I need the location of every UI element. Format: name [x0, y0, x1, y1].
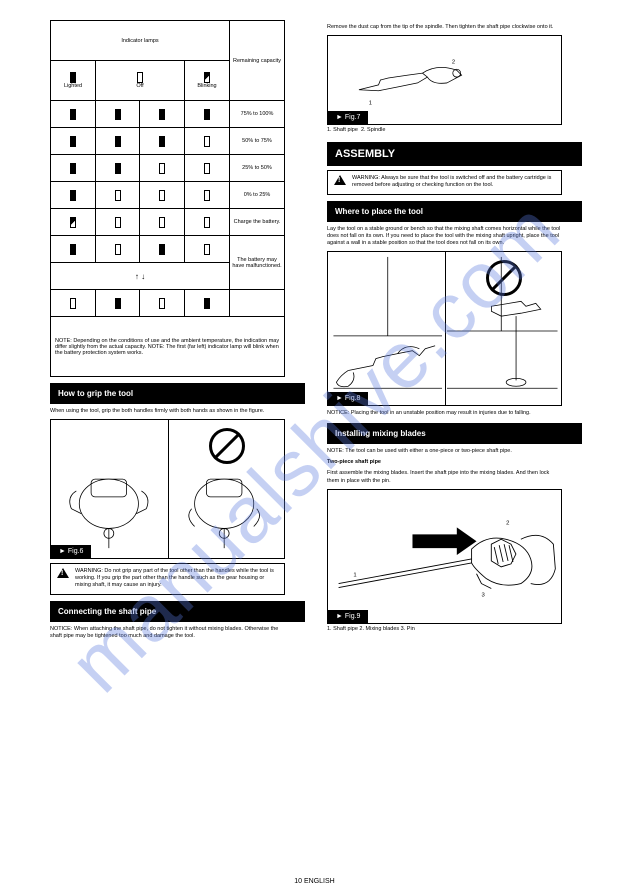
blades-note: NOTE: The tool can be used with either a… — [327, 448, 562, 455]
svg-text:1: 1 — [353, 572, 356, 578]
header-indicator: Indicator lamps — [51, 21, 230, 61]
blades-heading: Installing mixing blades — [327, 423, 582, 444]
table-row: The battery may have malfunctioned. — [51, 236, 285, 263]
fig6-label: ► Fig.6 — [51, 545, 91, 558]
table-row: Charge the battery. — [51, 209, 285, 236]
grip-body: When using the tool, grip the both handl… — [50, 408, 285, 415]
fig9-caption: 1. Shaft pipe 2. Mixing blades 3. Pin — [327, 626, 562, 633]
table-row: 75% to 100% — [51, 101, 285, 128]
legend-off: Off — [96, 61, 185, 101]
where-body: Lay the tool on a stable ground or bench… — [327, 226, 562, 247]
pipe-notice: NOTICE: When attaching the shaft pipe, d… — [50, 626, 285, 640]
right-column: Remove the dust cap from the tip of the … — [327, 20, 582, 637]
svg-text:1: 1 — [369, 101, 372, 107]
legend-lighted: Lighted — [51, 61, 96, 101]
fig6-box: ► Fig.6 — [50, 419, 285, 559]
assembly-warning-text: WARNING: Always be sure that the tool is… — [352, 175, 555, 189]
indicator-table: Indicator lamps Remaining capacity Light… — [50, 20, 285, 377]
fig7-box: 1 2 ► Fig.7 — [327, 35, 562, 125]
where-heading: Where to place the tool — [327, 201, 582, 222]
grip-heading: How to grip the tool — [50, 383, 305, 404]
svg-text:2: 2 — [506, 520, 509, 526]
assembly-notice: NOTICE: Placing the tool in an unstable … — [327, 410, 562, 417]
grip-warning-text: WARNING: Do not grip any part of the too… — [75, 568, 278, 589]
fig7-label: ► Fig.7 — [328, 111, 368, 124]
pipe-body: Remove the dust cap from the tip of the … — [327, 24, 562, 31]
table-row: 50% to 75% — [51, 128, 285, 155]
fig9-label: ► Fig.9 — [328, 610, 368, 623]
table-row — [51, 290, 285, 317]
page-number: 10 ENGLISH — [0, 878, 629, 885]
assembly-warning: WARNING: Always be sure that the tool is… — [327, 170, 562, 194]
table-row: 25% to 50% — [51, 155, 285, 182]
assembly-heading: ASSEMBLY — [327, 142, 582, 166]
blades-body: First assemble the mixing blades. Insert… — [327, 470, 562, 484]
header-capacity: Remaining capacity — [230, 21, 285, 101]
table-row: 0% to 25% — [51, 182, 285, 209]
grip-warning: WARNING: Do not grip any part of the too… — [50, 563, 285, 594]
svg-text:3: 3 — [481, 592, 485, 598]
svg-text:2: 2 — [452, 60, 455, 66]
warning-icon — [57, 568, 69, 578]
fig8-label: ► Fig.8 — [328, 392, 368, 405]
pipe-heading: Connecting the shaft pipe — [50, 601, 305, 622]
left-column: Indicator lamps Remaining capacity Light… — [50, 20, 305, 644]
table-header-row: Indicator lamps Remaining capacity — [51, 21, 285, 61]
fig8-box: ► Fig.8 — [327, 251, 562, 406]
warning-icon — [334, 175, 346, 185]
fig9-illustration: 1 2 3 — [328, 490, 561, 623]
blades-sub: Two-piece shaft pipe — [327, 459, 562, 466]
table-note-row: NOTE: Depending on the conditions of use… — [51, 317, 285, 377]
legend-blink: Blinking — [185, 61, 230, 101]
fig7-caption: 1. Shaft pipe 2. Spindle — [327, 127, 562, 134]
fig9-box: 1 2 3 ► Fig.9 — [327, 489, 562, 624]
